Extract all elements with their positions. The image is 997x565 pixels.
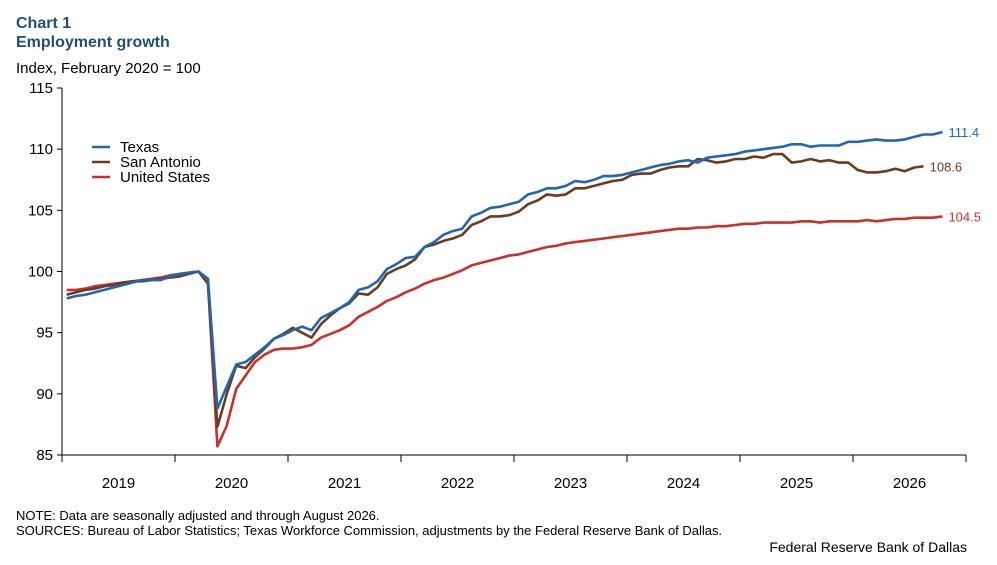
legend-label-texas: Texas <box>120 139 159 156</box>
legend-label-united-states: United States <box>120 169 210 186</box>
x-tick-label: 2023 <box>554 475 587 492</box>
y-tick-label: 105 <box>28 202 53 219</box>
end-label-united-states: 104.5 <box>948 209 981 224</box>
y-axis-unit-label: Index, February 2020 = 100 <box>16 60 201 77</box>
y-tick-label: 90 <box>36 386 53 403</box>
y-tick-label: 100 <box>28 264 53 281</box>
y-tick-label: 110 <box>29 141 53 158</box>
chart-heading: Employment growth <box>16 34 170 51</box>
series-line-united-states <box>66 215 943 448</box>
series-line-texas <box>66 130 943 410</box>
x-tick-label: 2019 <box>102 475 135 492</box>
y-tick-label: 115 <box>29 80 53 97</box>
end-label-san-antonio: 108.6 <box>930 159 963 174</box>
y-tick-label: 85 <box>36 447 53 464</box>
x-tick-label: 2021 <box>328 475 361 492</box>
series-line-san-antonio <box>66 152 924 429</box>
x-tick-label: 2022 <box>441 475 474 492</box>
credit-text: Federal Reserve Bank of Dallas <box>769 539 967 555</box>
x-tick-label: 2026 <box>893 475 926 492</box>
chart-number: Chart 1 <box>16 15 72 32</box>
sources-text: SOURCES: Bureau of Labor Statistics; Tex… <box>16 523 723 538</box>
chart-title: Chart 1 Employment growth <box>16 14 170 52</box>
y-tick-label: 95 <box>36 325 53 342</box>
x-tick-label: 2025 <box>780 475 813 492</box>
x-tick-label: 2024 <box>667 475 700 492</box>
legend-label-san-antonio: San Antonio <box>120 154 201 171</box>
note-text: NOTE: Data are seasonally adjusted and t… <box>16 508 380 523</box>
x-tick-label: 2020 <box>215 475 248 492</box>
end-labels: 111.4 108.6 104.5 <box>930 125 981 224</box>
end-label-texas: 111.4 <box>948 125 979 140</box>
series-lines <box>66 130 943 448</box>
axes: 85 90 95 100 105 110 115 2019 2020 2021 2022 2023 20… <box>28 80 967 492</box>
